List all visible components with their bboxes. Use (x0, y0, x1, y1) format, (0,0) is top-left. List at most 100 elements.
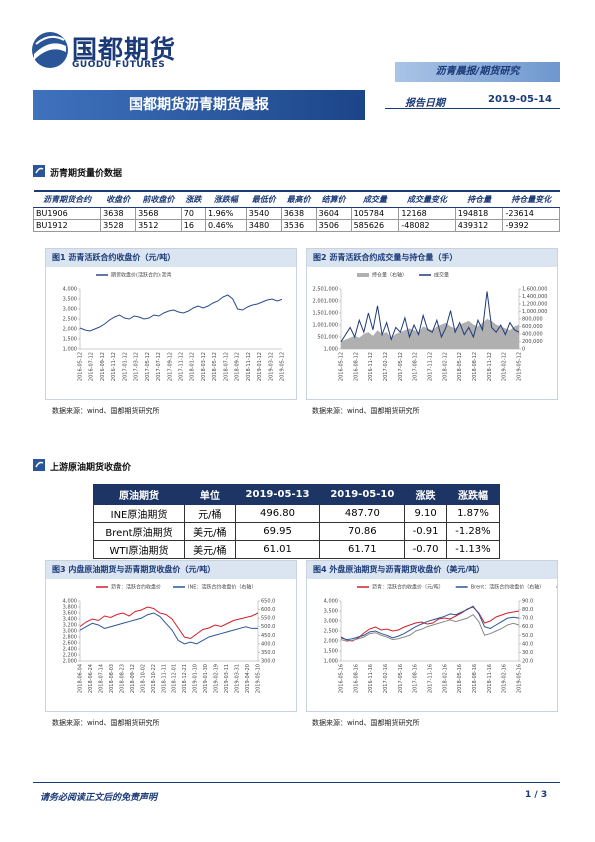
column-header: 涨跌 (181, 190, 206, 208)
x-tick-label: 2018-09-12 (235, 352, 241, 381)
tick-label: 1,500 (324, 649, 338, 655)
tick-label: 400.0 (261, 641, 275, 647)
table-cell: 3536 (280, 219, 317, 232)
table-cell: WTI原油期货 (92, 540, 186, 559)
column-header: 涨跌 (404, 484, 447, 505)
table-cell: 3638 (100, 207, 137, 220)
column-header: 持仓量 (455, 190, 503, 208)
tick-label: 1,400,000 (522, 294, 547, 300)
table-cell: 美元/桶 (184, 522, 236, 541)
tick-label: 3,000 (324, 619, 338, 625)
column-header: 最低价 (246, 190, 282, 208)
table-cell: BU1912 (32, 219, 102, 232)
x-tick-label: 2019-02-12 (502, 352, 508, 381)
crude-table: 原油期货 单位 2019-05-13 2019-05-10 涨跌 涨跌幅 INE原油期货 元/… (92, 484, 501, 559)
x-tick-label: 2019-02-16 (502, 664, 508, 693)
tick-label: 4,000 (324, 599, 338, 605)
x-tick-label: 2019-05-16 (517, 664, 523, 693)
tick-label: 2,600 (63, 641, 77, 647)
tick-label: 2,200 (63, 653, 77, 659)
table-cell: 12168 (398, 207, 456, 220)
x-tick-label: 2019-05-10 (256, 664, 262, 693)
table-cell: -1.13% (445, 540, 501, 559)
x-tick-label: 2018-02-12 (442, 352, 448, 381)
tick-label: 600.0 (261, 607, 275, 613)
table-row: BU1912 3528 3512 16 0.46% 3480 3536 3506 585626-… (32, 219, 560, 232)
x-tick-label: 2019-01-12 (257, 352, 263, 381)
table-cell: 61.71 (319, 540, 406, 559)
table-cell: 3480 (245, 219, 282, 232)
tick-label: 200,000 (522, 339, 543, 345)
table-cell: -23614 (502, 207, 560, 220)
tick-label: 800,000 (522, 317, 543, 323)
table-row: Brent原油期货 美元/桶 69.95 70.86 -0.91 -1.28% (92, 522, 501, 541)
table-cell: 3528 (100, 219, 137, 232)
tick-label: 550.0 (261, 616, 275, 622)
column-header: 原油期货 (92, 484, 186, 505)
tick-label: 2,000 (324, 639, 338, 645)
page-number: 1 / 3 (525, 790, 548, 800)
series-line (79, 612, 258, 645)
series-line (340, 605, 520, 641)
column-header: 2019-05-13 (234, 484, 321, 505)
x-tick-label: 2018-12-01 (172, 664, 178, 693)
report-title: 国都期货沥青期货晨报 (33, 90, 365, 120)
x-tick-label: 2017-05-12 (398, 352, 404, 381)
figure-title: 图3 内盘原油期货与沥青期货收盘价（元/吨） (46, 561, 296, 579)
tick-label: 2,400 (63, 647, 77, 653)
tick-label: 1,200,000 (522, 302, 547, 308)
x-tick-label: 2018-07-12 (223, 352, 229, 381)
figure-chart: 1,000 1,500 2,000 2,500 3,000 3,500 4,000 20.0 3… (324, 584, 557, 693)
tick-label: 4,000 (63, 599, 77, 605)
header-row: 沥青期货合约 收盘价 前收盘价 涨跌 涨跌幅 最低价 最高价 结算价 成交量 成交量变化 持仓量 持仓… (33, 190, 560, 208)
figure: 图4 外盘原油期货与沥青期货收盘价（美元/吨） 1,000 1,500 2,000 2,… (306, 560, 558, 712)
tick-label: 0 (522, 347, 525, 353)
column-header: 持仓量变化 (502, 190, 560, 208)
table-cell: 439312 (454, 219, 504, 232)
column-header: 前收盘价 (135, 190, 182, 208)
x-tick-label: 2016-05-16 (339, 664, 345, 693)
table-cell: 3638 (280, 207, 317, 220)
tick-label: 650.0 (261, 599, 275, 605)
x-tick-label: 2017-07-12 (156, 352, 162, 381)
x-tick-label: 2016-05-12 (78, 352, 84, 381)
table-cell: 70 (180, 207, 206, 220)
tick-label: 1,000,000 (522, 309, 547, 315)
tick-label: 1,000 (324, 347, 338, 353)
table-cell: Brent原油期货 (92, 522, 186, 541)
x-tick-label: 2018-08-12 (472, 352, 478, 381)
x-tick-label: 2017-05-12 (145, 352, 151, 381)
tick-label: 3,000 (63, 629, 77, 635)
legend-label: 期货收盘价(活跃合约):沥青 (111, 272, 172, 279)
tick-label: 2,000 (63, 327, 77, 333)
legend-label: 沥青：活跃合约收盘价 (111, 584, 161, 591)
table-cell: 16 (180, 219, 206, 232)
legend-label: Brent：活跃合约收盘价（右轴） (471, 584, 545, 591)
table-cell: 69.95 (234, 522, 321, 541)
legend-swatch (357, 273, 369, 277)
x-tick-label: 2019-04-20 (245, 664, 251, 693)
column-header: 单位 (184, 484, 236, 505)
table-cell: 3604 (315, 207, 352, 220)
x-tick-label: 2018-09-12 (130, 664, 136, 693)
x-tick-label: 2017-05-16 (398, 664, 404, 693)
x-tick-label: 2016-11-16 (368, 664, 374, 693)
table-cell: 194818 (454, 207, 504, 220)
x-tick-label: 2018-12-21 (182, 664, 188, 693)
tick-label: 80.0 (522, 607, 533, 613)
x-tick-label: 2018-06-24 (88, 664, 94, 693)
column-header: 沥青期货合约 (33, 190, 101, 208)
x-tick-label: 2016-07-12 (89, 352, 95, 381)
section-title: 上游原油期货收盘价 (50, 463, 132, 473)
column-header: 成交量变化 (398, 190, 456, 208)
x-tick-label: 2018-10-22 (151, 664, 157, 693)
disclaimer: 请务必阅读正文后的免责声明 (40, 793, 158, 803)
x-tick-label: 2016-08-12 (353, 352, 359, 381)
table-cell: 487.70 (319, 504, 406, 523)
tick-label: 2,001,000 (313, 299, 338, 305)
table-cell: 3512 (135, 219, 182, 232)
table-cell: -0.70 (404, 540, 447, 559)
x-tick-label: 2018-11-12 (246, 352, 252, 381)
table-cell: 105784 (350, 207, 400, 220)
x-tick-label: 2017-09-12 (167, 352, 173, 381)
